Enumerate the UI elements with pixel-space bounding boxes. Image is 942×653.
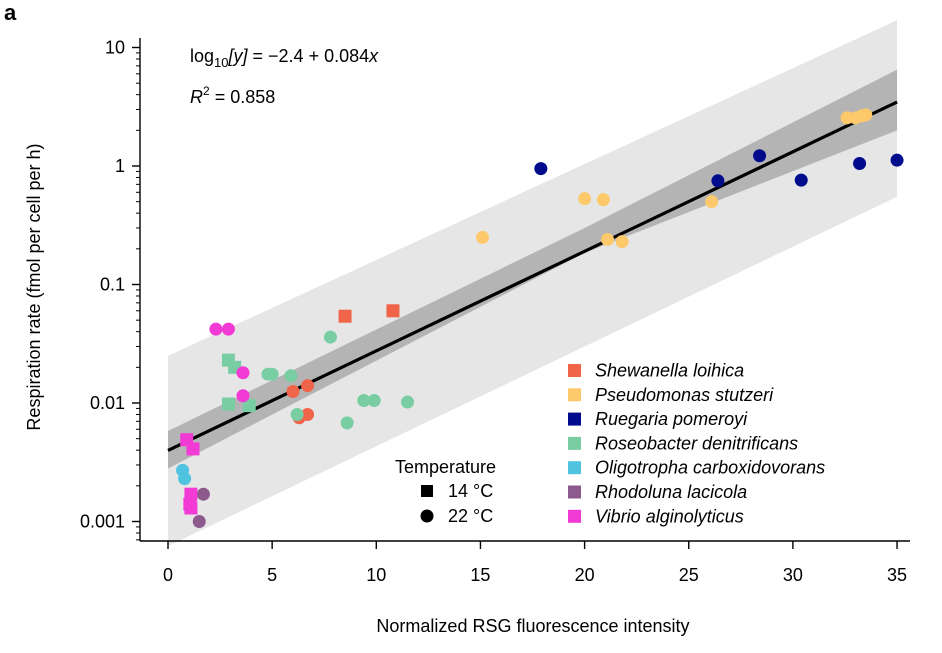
data-point-square	[184, 487, 198, 501]
x-tick-label: 35	[887, 565, 907, 585]
y-ticks: 0.001 0.01 0.1 1 10	[80, 38, 140, 541]
equation-y: [y]	[228, 46, 249, 66]
species-legend-label: Roseobacter denitrificans	[595, 433, 798, 453]
species-legend-swatch	[568, 364, 581, 377]
data-point-square	[386, 304, 400, 318]
r-squared-value: = 0.858	[210, 87, 276, 107]
data-point-square	[338, 309, 352, 323]
legend-square-icon	[421, 485, 433, 497]
data-point-circle	[596, 193, 610, 207]
data-point-circle	[323, 330, 337, 344]
x-axis-label: Normalized RSG fluorescence intensity	[376, 616, 689, 636]
data-point-circle	[340, 416, 354, 430]
species-legend-label: Shewanella loihica	[595, 361, 744, 381]
data-point-circle	[286, 385, 300, 399]
data-point-circle	[534, 162, 548, 176]
data-point-circle	[753, 149, 767, 163]
x-tick-label: 0	[163, 565, 173, 585]
data-point-circle	[192, 515, 206, 528]
data-point-circle	[859, 108, 873, 122]
prediction-band	[168, 20, 898, 547]
species-legend-swatch	[568, 461, 581, 475]
equation-rest: = −2.4 + 0.084	[248, 46, 370, 66]
data-point-circle	[705, 195, 719, 209]
species-legend-swatch	[568, 509, 581, 523]
r-squared: R2 = 0.858	[190, 84, 275, 107]
species-legend-label: Pseudomonas stutzeri	[595, 385, 774, 405]
panel-label: a	[4, 0, 17, 25]
species-legend-swatch	[568, 485, 581, 499]
data-point-circle	[236, 389, 250, 403]
data-point-circle	[615, 235, 629, 249]
regression-line-group	[167, 100, 898, 452]
data-point-circle	[711, 174, 725, 188]
y-tick-label: 0.01	[90, 393, 125, 413]
y-tick-label: 0.001	[80, 512, 125, 532]
data-point-circle	[178, 472, 192, 486]
y-axis-label: Respiration rate (fmol per cell per h)	[24, 143, 44, 430]
temperature-legend-title: Temperature	[395, 457, 496, 477]
data-point-circle	[236, 366, 250, 380]
species-legend-label: Oligotropha carboxidovorans	[595, 458, 825, 478]
species-legend-swatch	[568, 412, 581, 426]
plot-area	[167, 20, 904, 547]
legend-circle-icon	[420, 509, 434, 523]
data-point-circle	[284, 369, 298, 383]
data-points	[176, 108, 904, 528]
axes: 0 5 10 15 20 25 30 35 0.001 0.01 0.1 1 10	[80, 38, 910, 585]
confidence-band	[168, 69, 898, 469]
r-squared-r: R	[190, 87, 203, 107]
data-point-circle	[476, 230, 490, 244]
data-point-circle	[794, 173, 808, 187]
y-tick-label: 10	[105, 38, 125, 58]
data-point-circle	[890, 153, 904, 167]
regression-line	[167, 100, 898, 452]
x-tick-label: 10	[366, 565, 386, 585]
y-tick-label: 1	[115, 156, 125, 176]
data-point-circle	[357, 393, 371, 407]
x-tick-label: 30	[783, 565, 803, 585]
r-squared-exp: 2	[203, 84, 210, 98]
equation-x: x	[368, 46, 379, 66]
y-tick-label: 0.1	[100, 275, 125, 295]
data-point-circle	[209, 322, 223, 336]
regression-bands	[168, 20, 898, 547]
equation-log-base: 10	[214, 55, 228, 70]
data-point-circle	[221, 322, 235, 336]
x-tick-label: 20	[575, 565, 595, 585]
data-point-circle	[367, 393, 381, 407]
data-point-circle	[853, 156, 867, 170]
temperature-legend-22: 22 °C	[448, 506, 493, 526]
species-legend: Shewanella loihica Pseudomonas stutzeri Ru…	[568, 361, 825, 526]
data-point-circle	[196, 487, 210, 501]
species-legend-swatch	[568, 388, 581, 402]
data-point-circle	[301, 407, 315, 421]
species-legend-swatch	[568, 436, 581, 450]
x-ticks: 0 5 10 15 20 25 30 35	[163, 541, 907, 585]
data-point-circle	[290, 407, 304, 421]
regression-equation: log10[y] = −2.4 + 0.084x	[190, 46, 379, 70]
data-point-circle	[265, 367, 279, 381]
data-point-circle	[401, 395, 415, 409]
data-point-square	[221, 397, 235, 411]
data-point-circle	[578, 192, 592, 206]
data-point-square	[184, 501, 198, 515]
x-tick-label: 25	[679, 565, 699, 585]
species-legend-label: Rhodoluna lacicola	[595, 482, 747, 502]
equation-log: log	[190, 46, 214, 66]
data-point-square	[242, 399, 256, 413]
x-tick-label: 5	[267, 565, 277, 585]
data-point-square	[186, 442, 200, 456]
data-point-circle	[301, 379, 315, 393]
species-legend-label: Vibrio alginolyticus	[595, 506, 744, 526]
x-tick-label: 15	[470, 565, 490, 585]
temperature-legend-14: 14 °C	[448, 481, 493, 501]
temperature-legend: Temperature 14 °C 22 °C	[395, 457, 496, 526]
data-point-circle	[601, 232, 615, 246]
species-legend-label: Ruegaria pomeroyi	[595, 409, 748, 429]
